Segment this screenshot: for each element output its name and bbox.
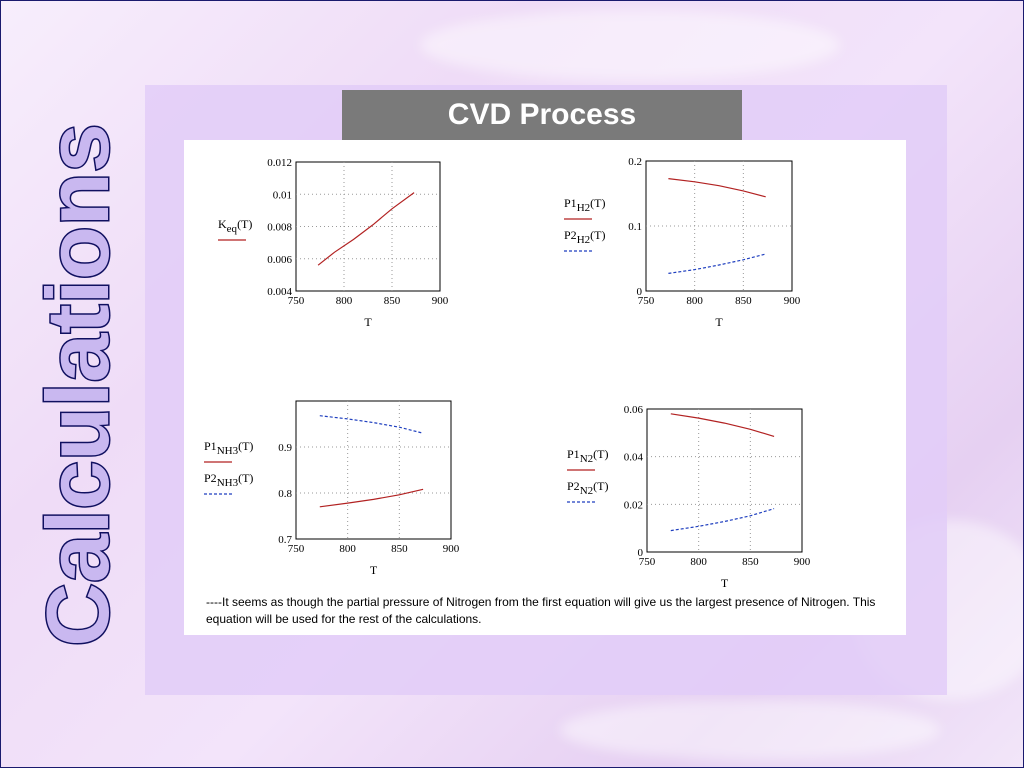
x-tick-label: 900 xyxy=(432,295,449,307)
x-axis-label: T xyxy=(370,563,378,577)
y-tick-label: 0.04 xyxy=(624,452,644,464)
series-line xyxy=(670,508,775,532)
background-highlight xyxy=(560,700,940,760)
series-line xyxy=(670,413,775,437)
series-line xyxy=(317,192,415,266)
x-tick-label: 750 xyxy=(638,295,655,307)
plots-svg: 750 800 850 900 0.012 0.01 0.008 0.006 0.004 T Keq… xyxy=(204,156,811,590)
legend-label: P2H2(T) xyxy=(564,228,605,246)
background-highlight xyxy=(420,10,840,80)
chart-4: 750 800 850 900 0.06 0.04 0.02 0 T P1N2(T) P2N2(T) xyxy=(567,404,811,590)
y-tick-label: 0.01 xyxy=(273,189,292,201)
x-tick-label: 800 xyxy=(690,556,707,568)
legend-label: Keq(T) xyxy=(218,217,252,235)
plot-frame xyxy=(646,408,803,553)
x-tick-label: 900 xyxy=(443,543,460,555)
x-tick-label: 750 xyxy=(288,543,305,555)
legend-label: P2N2(T) xyxy=(567,479,608,497)
series-line xyxy=(319,415,424,434)
y-tick-label: 0.06 xyxy=(624,404,644,416)
y-tick-label: 0.008 xyxy=(267,222,292,234)
series-line xyxy=(668,253,766,274)
plot-frame xyxy=(295,400,452,540)
y-tick-label: 0.9 xyxy=(278,442,292,454)
x-tick-label: 750 xyxy=(288,295,305,307)
legend-label: P2NH3(T) xyxy=(204,471,253,489)
x-tick-label: 800 xyxy=(339,543,356,555)
y-tick-label: 0.004 xyxy=(267,286,292,298)
y-tick-label: 0.02 xyxy=(624,499,643,511)
y-tick-label: 0.2 xyxy=(628,156,642,168)
plots-area: 750 800 850 900 0.012 0.01 0.008 0.006 0.004 T Keq… xyxy=(184,140,906,635)
chart-3: 750 800 850 900 0.9 0.8 0.7 T P1NH3(T) P2NH3(T) xyxy=(204,400,460,577)
x-tick-label: 900 xyxy=(794,556,811,568)
y-tick-label: 0.8 xyxy=(278,488,292,500)
slide-title: CVD Process xyxy=(342,90,742,140)
x-tick-label: 850 xyxy=(384,295,401,307)
caption-text: ----It seems as though the partial press… xyxy=(206,595,876,626)
y-tick-label: 0.7 xyxy=(278,534,292,546)
side-title: Calculations xyxy=(8,90,129,680)
y-tick-label: 0.006 xyxy=(267,254,292,266)
x-tick-label: 800 xyxy=(686,295,703,307)
y-tick-label: 0 xyxy=(638,547,644,559)
y-tick-label: 0.012 xyxy=(267,157,292,169)
x-axis-label: T xyxy=(364,315,372,329)
chart-1: 750 800 850 900 0.012 0.01 0.008 0.006 0.004 T Keq… xyxy=(218,157,449,329)
series-line xyxy=(319,488,424,508)
x-tick-label: 800 xyxy=(336,295,353,307)
x-tick-label: 850 xyxy=(742,556,759,568)
y-tick-label: 0 xyxy=(637,286,643,298)
series-line xyxy=(668,178,766,198)
legend-label: P1N2(T) xyxy=(567,447,608,465)
x-axis-label: T xyxy=(715,315,723,329)
x-tick-label: 850 xyxy=(735,295,752,307)
y-tick-label: 0.1 xyxy=(628,221,642,233)
side-title-graphic: Calculations xyxy=(27,122,129,648)
x-axis-label: T xyxy=(721,576,729,590)
x-tick-label: 850 xyxy=(391,543,408,555)
x-tick-label: 750 xyxy=(639,556,656,568)
legend-label: P1H2(T) xyxy=(564,196,605,214)
chart-2: 750 800 850 900 0.2 0.1 0 T P1H2(T) P2H2(T) xyxy=(564,156,801,329)
legend-label: P1NH3(T) xyxy=(204,439,253,457)
side-title-text: Calculations xyxy=(28,123,127,646)
x-tick-label: 900 xyxy=(784,295,801,307)
